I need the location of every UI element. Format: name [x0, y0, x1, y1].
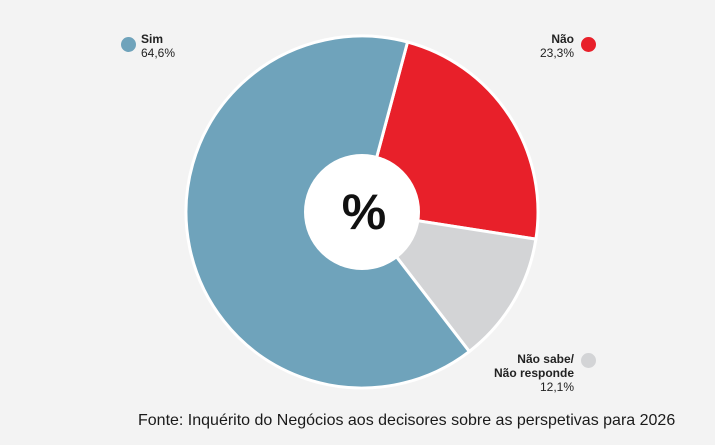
legend-dot-sim	[121, 37, 136, 52]
legend-nao-sabe-label-2: Não responde	[493, 366, 574, 380]
legend-nao-value: 23,3%	[539, 46, 574, 60]
donut-center	[304, 154, 420, 270]
chart-center-label: %	[341, 184, 387, 240]
legend-sim-value: 64,6%	[141, 46, 176, 60]
legend-nao-sabe: Não sabe/ Não responde 12,1%	[494, 352, 574, 394]
legend-sim-label: Sim	[141, 32, 164, 46]
legend-nao-sabe-label-1: Não sabe/	[517, 352, 574, 366]
legend-nao-label: Não	[551, 32, 574, 46]
legend-dot-nao-sabe	[581, 353, 596, 368]
legend-dot-nao	[581, 37, 596, 52]
legend-nao: Não 23,3%	[540, 32, 574, 60]
source-note: Fonte: Inquérito do Negócios aos decisor…	[138, 412, 676, 429]
legend-sim: Sim 64,6%	[141, 32, 175, 60]
legend-nao-sabe-value: 12,1%	[539, 380, 574, 394]
